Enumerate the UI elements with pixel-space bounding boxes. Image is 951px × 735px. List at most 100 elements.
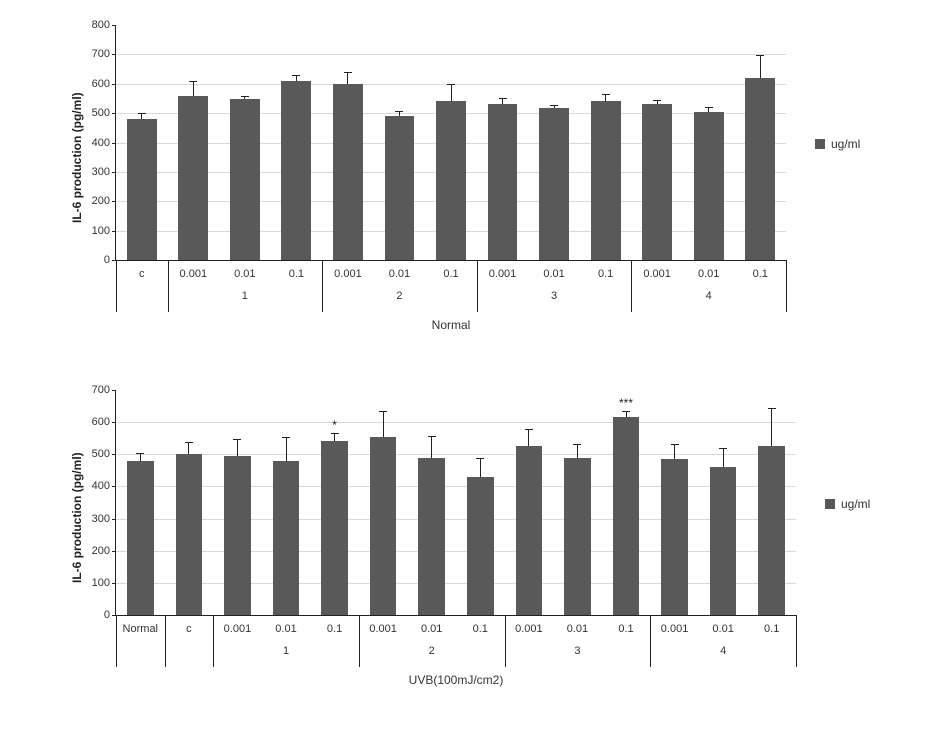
error-cap (476, 458, 484, 459)
error-cap (292, 75, 300, 76)
x-divider (786, 260, 787, 312)
x-sub-label: 0.01 (275, 623, 296, 635)
gridline (116, 54, 786, 55)
error-cap (671, 444, 679, 445)
bar (370, 437, 397, 615)
bar (418, 458, 445, 616)
error-bar (334, 434, 335, 441)
error-cap (136, 453, 144, 454)
legend: ug/ml (815, 137, 860, 151)
error-bar (605, 95, 606, 101)
x-sub-label: Normal (123, 623, 158, 635)
x-divider (322, 260, 323, 312)
x-sub-label: 0.1 (289, 268, 304, 280)
x-sub-label: 0.001 (369, 623, 397, 635)
x-group-label: 1 (242, 290, 248, 302)
bar (710, 467, 737, 615)
x-divider (116, 260, 117, 312)
x-sub-label: 0.1 (598, 268, 613, 280)
x-sub-label: c (186, 623, 192, 635)
bar (564, 458, 591, 616)
x-sub-label: 0.01 (698, 268, 719, 280)
ytick-label: 200 (92, 195, 116, 207)
x-sub-label: 0.01 (421, 623, 442, 635)
error-bar (383, 412, 384, 437)
x-divider (165, 615, 166, 667)
ytick-label: 700 (92, 48, 116, 60)
error-bar (674, 445, 675, 459)
bar (745, 78, 775, 260)
bar (127, 461, 154, 615)
x-divider (359, 615, 360, 667)
x-sub-label: 0.1 (618, 623, 633, 635)
x-group-label: 3 (551, 290, 557, 302)
x-group-label: 3 (574, 645, 580, 657)
bar (539, 108, 569, 260)
x-group-label: 4 (720, 645, 726, 657)
error-cap (395, 111, 403, 112)
x-sub-label: 0.001 (661, 623, 689, 635)
x-group-label: 4 (706, 290, 712, 302)
x-sub-label: 0.01 (543, 268, 564, 280)
x-sub-label: 0.1 (443, 268, 458, 280)
x-sub-label: 0.001 (180, 268, 208, 280)
x-divider (213, 615, 214, 667)
bar (230, 99, 260, 260)
error-bar (502, 99, 503, 104)
legend: ug/ml (825, 497, 870, 511)
error-cap (428, 436, 436, 437)
error-cap (241, 96, 249, 97)
x-divider (796, 615, 797, 667)
error-bar (188, 443, 189, 454)
error-bar (657, 101, 658, 105)
error-bar (399, 112, 400, 116)
ytick-label: 500 (92, 448, 116, 460)
error-bar (528, 430, 529, 446)
error-cap (282, 437, 290, 438)
ytick-label: 500 (92, 107, 116, 119)
error-cap (138, 113, 146, 114)
error-cap (653, 100, 661, 101)
chart-uvb: IL-6 production (pg/ml) 0100200300400500… (115, 390, 951, 735)
plot-area: 0100200300400500600700800c0.0010.010.110… (115, 25, 786, 261)
x-group-label: 2 (396, 290, 402, 302)
error-bar (626, 412, 627, 418)
bar (385, 116, 415, 260)
ytick-label: 800 (92, 19, 116, 31)
x-divider (477, 260, 478, 312)
bar (758, 446, 785, 615)
error-bar (296, 76, 297, 81)
bar (642, 104, 672, 260)
error-cap (705, 107, 713, 108)
bar (321, 441, 348, 615)
error-bar (554, 106, 555, 108)
ytick-label: 0 (104, 609, 116, 621)
error-bar (140, 454, 141, 461)
significance-annotation: * (332, 418, 337, 432)
error-bar (771, 409, 772, 446)
ytick-label: 100 (92, 577, 116, 589)
ytick-label: 700 (92, 384, 116, 396)
x-axis-title: Normal (432, 318, 471, 332)
ytick-label: 100 (92, 225, 116, 237)
gridline (116, 551, 796, 552)
error-bar (708, 108, 709, 112)
x-axis-title: UVB(100mJ/cm2) (409, 673, 504, 687)
x-divider (650, 615, 651, 667)
error-bar (480, 459, 481, 477)
error-cap (719, 448, 727, 449)
error-cap (602, 94, 610, 95)
legend-swatch-icon (825, 499, 835, 509)
bar (281, 81, 311, 260)
ytick-label: 200 (92, 545, 116, 557)
error-bar (237, 440, 238, 456)
y-axis-title: IL-6 production (pg/ml) (70, 452, 84, 583)
error-cap (756, 55, 764, 56)
x-sub-label: 0.1 (327, 623, 342, 635)
error-bar (760, 56, 761, 78)
x-sub-label: 0.001 (334, 268, 362, 280)
error-bar (141, 114, 142, 119)
error-cap (499, 98, 507, 99)
error-cap (185, 442, 193, 443)
x-sub-label: 0.01 (567, 623, 588, 635)
